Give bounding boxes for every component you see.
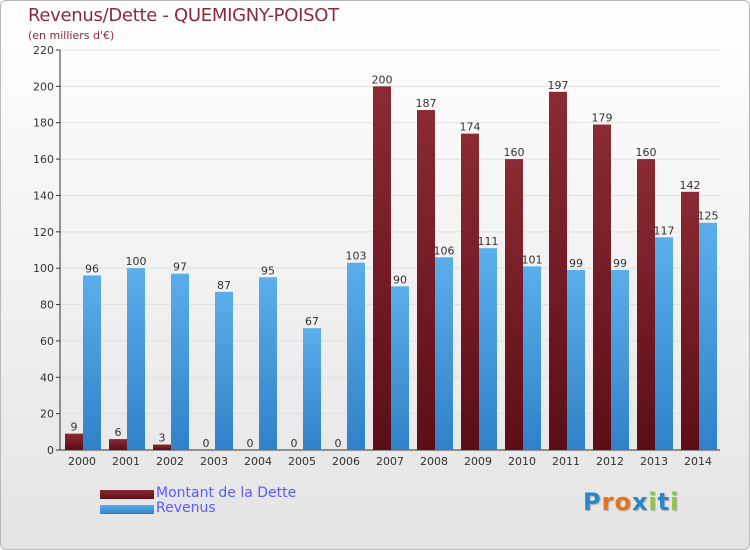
data-label-dette: 179 xyxy=(592,112,613,125)
x-tick-label: 2007 xyxy=(376,455,404,468)
bar-revenus xyxy=(127,268,145,450)
logo-letter: x xyxy=(631,488,649,516)
x-tick-label: 2014 xyxy=(684,455,712,468)
y-tick-label: 0 xyxy=(47,444,54,457)
logo-letter: P xyxy=(583,488,602,516)
bar-revenus xyxy=(699,222,717,450)
bar-dette xyxy=(505,159,523,450)
bar-revenus xyxy=(347,262,365,450)
data-label-revenus: 99 xyxy=(569,257,583,270)
data-label-dette: 0 xyxy=(291,437,298,450)
y-tick-label: 200 xyxy=(33,80,54,93)
bar-dette xyxy=(109,439,127,450)
data-label-dette: 3 xyxy=(159,432,166,445)
data-label-revenus: 103 xyxy=(346,250,367,263)
legend-label-revenus: Revenus xyxy=(156,500,216,516)
data-label-dette: 0 xyxy=(247,437,254,450)
data-label-revenus: 95 xyxy=(261,264,275,277)
data-label-revenus: 97 xyxy=(173,261,187,274)
bar-revenus xyxy=(215,291,233,450)
logo-letter: o xyxy=(614,488,632,516)
bar-revenus xyxy=(303,328,321,450)
data-label-revenus: 101 xyxy=(522,253,543,266)
data-label-dette: 197 xyxy=(548,79,569,92)
x-tick-label: 2005 xyxy=(288,455,316,468)
x-tick-label: 2012 xyxy=(596,455,624,468)
data-label-dette: 187 xyxy=(416,97,437,110)
bar-dette xyxy=(549,91,567,451)
bar-dette xyxy=(65,433,83,450)
data-label-revenus: 87 xyxy=(217,279,231,292)
legend-swatch-dette xyxy=(100,490,154,499)
y-tick-label: 100 xyxy=(33,262,54,275)
data-label-revenus: 99 xyxy=(613,257,627,270)
logo-letter: i xyxy=(648,488,658,516)
x-tick-label: 2009 xyxy=(464,455,492,468)
y-tick-label: 20 xyxy=(40,408,54,421)
data-label-revenus: 117 xyxy=(654,224,675,237)
bar-dette xyxy=(681,191,699,450)
y-tick-label: 140 xyxy=(33,189,54,202)
y-tick-label: 120 xyxy=(33,226,54,239)
y-tick-label: 80 xyxy=(40,299,54,312)
logo-letter: i xyxy=(670,488,680,516)
data-label-revenus: 106 xyxy=(434,244,455,257)
data-label-dette: 174 xyxy=(460,121,481,134)
bar-dette xyxy=(637,159,655,450)
data-label-dette: 160 xyxy=(636,146,657,159)
data-label-dette: 6 xyxy=(115,426,122,439)
chart-title: Revenus/Dette - QUEMIGNY-POISOT xyxy=(28,5,339,26)
bar-revenus xyxy=(523,266,541,450)
bar-dette xyxy=(153,444,171,450)
proxiti-logo: Proxiti xyxy=(583,488,679,516)
bar-revenus xyxy=(259,277,277,450)
x-tick-label: 2010 xyxy=(508,455,536,468)
x-tick-label: 2003 xyxy=(200,455,228,468)
data-label-dette: 9 xyxy=(71,421,78,434)
data-label-dette: 160 xyxy=(504,146,525,159)
bar-dette xyxy=(461,133,479,451)
x-tick-label: 2000 xyxy=(68,455,96,468)
bar-dette xyxy=(417,110,435,450)
data-label-revenus: 96 xyxy=(85,262,99,275)
y-tick-label: 180 xyxy=(33,117,54,130)
x-tick-label: 2008 xyxy=(420,455,448,468)
y-tick-label: 40 xyxy=(40,371,54,384)
legend-swatch-revenus xyxy=(100,505,154,514)
chart-subtitle: (en milliers d'€) xyxy=(28,29,115,42)
bar-revenus xyxy=(391,286,409,450)
data-label-dette: 0 xyxy=(335,437,342,450)
bar-revenus xyxy=(83,275,101,450)
x-tick-label: 2013 xyxy=(640,455,668,468)
logo-letter: t xyxy=(657,488,671,516)
logo-letter: r xyxy=(601,488,615,516)
data-label-dette: 142 xyxy=(680,179,701,192)
data-label-revenus: 111 xyxy=(478,235,499,248)
x-tick-label: 2011 xyxy=(552,455,580,468)
data-label-dette: 0 xyxy=(203,437,210,450)
bar-revenus xyxy=(435,257,453,450)
bar-revenus xyxy=(655,237,673,450)
y-tick-label: 220 xyxy=(33,44,54,57)
x-tick-label: 2001 xyxy=(112,455,140,468)
data-label-revenus: 90 xyxy=(393,273,407,286)
bar-dette xyxy=(593,124,611,450)
bar-revenus xyxy=(611,270,629,450)
legend-label-dette: Montant de la Dette xyxy=(156,485,297,501)
bar-revenus xyxy=(567,270,585,450)
data-label-revenus: 100 xyxy=(126,255,147,268)
x-tick-label: 2004 xyxy=(244,455,272,468)
data-label-dette: 200 xyxy=(372,73,393,86)
bar-revenus xyxy=(171,273,189,450)
data-label-revenus: 125 xyxy=(698,210,719,223)
x-tick-label: 2002 xyxy=(156,455,184,468)
bar-revenus xyxy=(479,248,497,450)
y-tick-label: 160 xyxy=(33,153,54,166)
y-tick-label: 60 xyxy=(40,335,54,348)
data-label-revenus: 67 xyxy=(305,315,319,328)
x-tick-label: 2006 xyxy=(332,455,360,468)
bar-dette xyxy=(373,86,391,450)
